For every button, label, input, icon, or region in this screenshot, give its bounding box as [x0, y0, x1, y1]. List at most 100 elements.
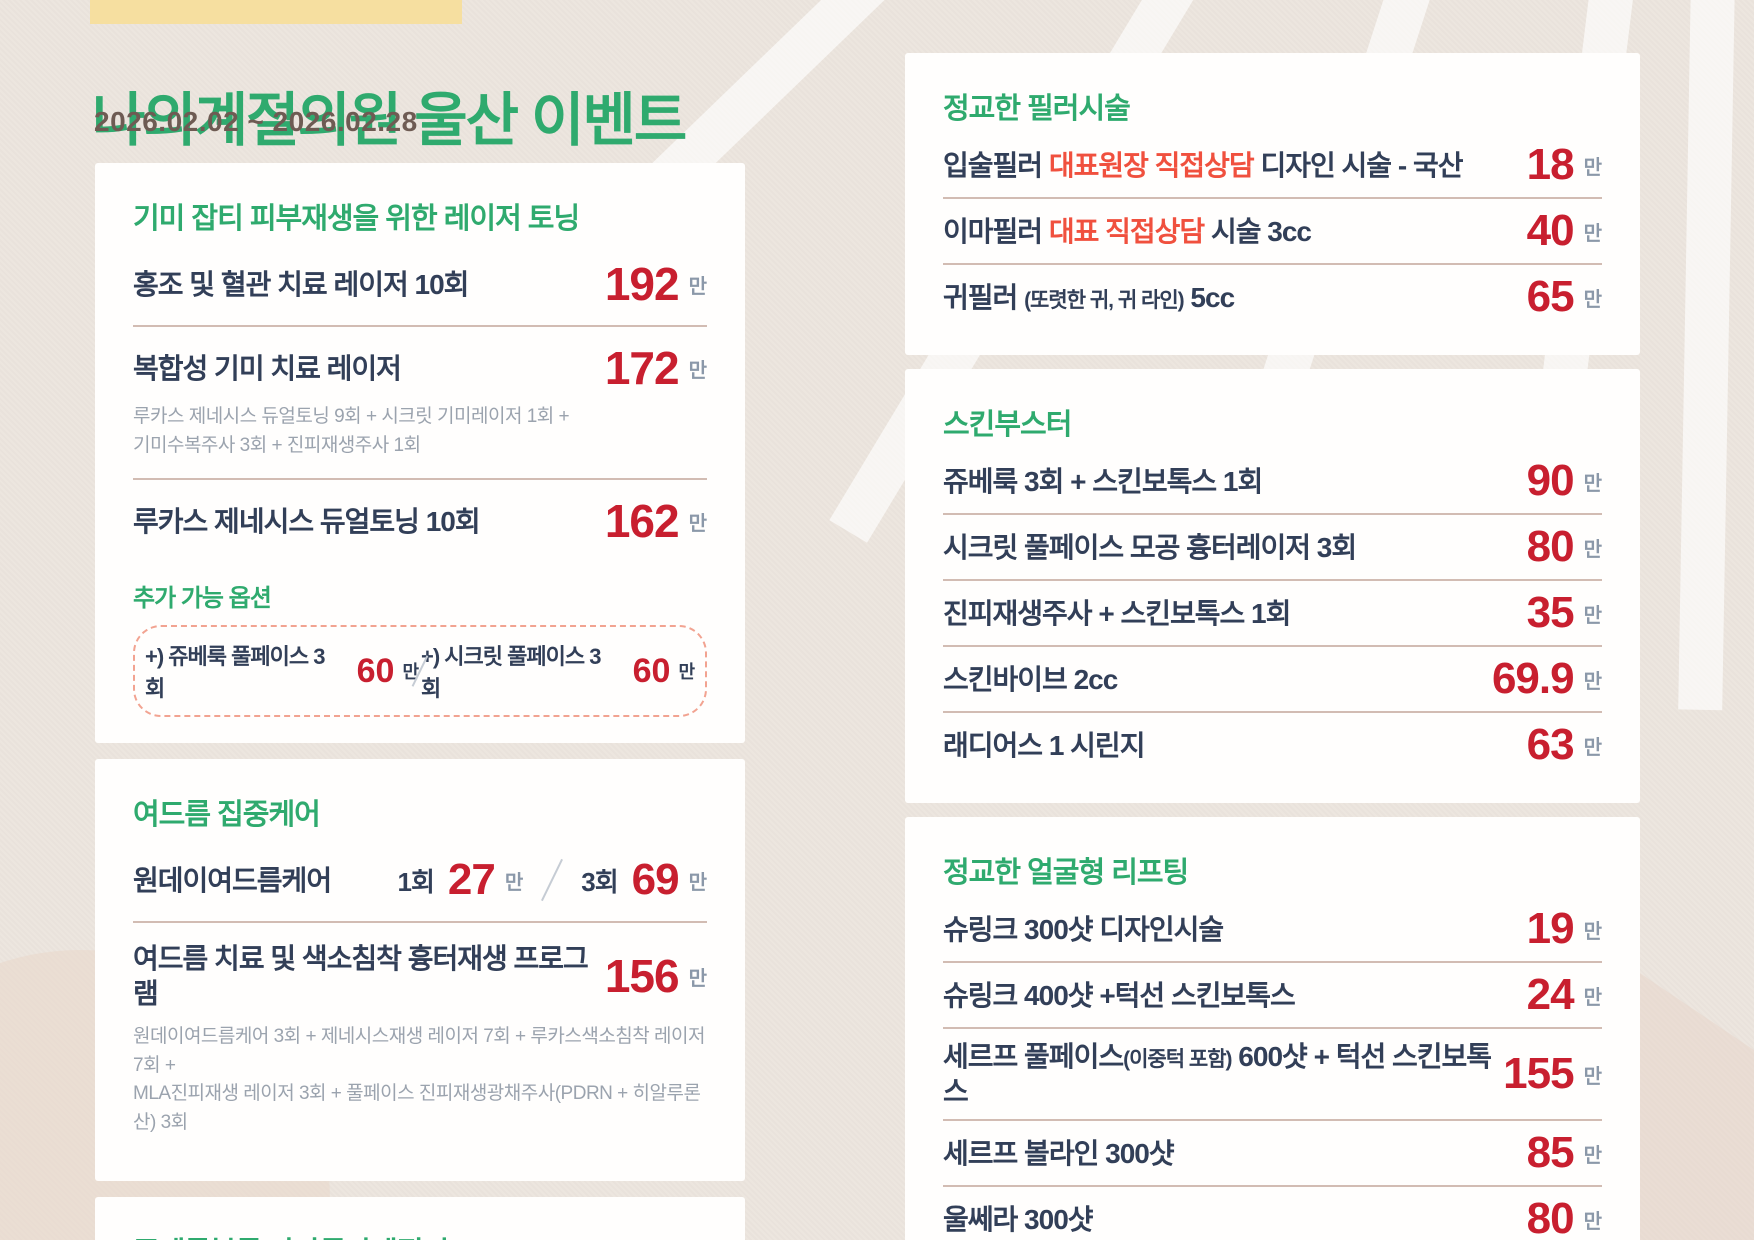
price-value: 69: [631, 855, 680, 904]
name-part: 이마필러: [943, 215, 1049, 247]
treatment-name: 입술필러 대표원장 직접상담 디자인 시술 - 국산: [943, 148, 1527, 183]
name-part: 세르프 풀페이스: [943, 1041, 1124, 1072]
price-list: 입술필러 대표원장 직접상담 디자인 시술 - 국산 18 만 이마필러 대표 …: [943, 133, 1602, 329]
price-row: 스킨바이브 2cc 69.9 만: [943, 647, 1602, 713]
treatment-name: 시크릿 풀페이스 모공 흉터레이저 3회: [943, 531, 1357, 563]
price-value: 65: [1526, 272, 1575, 321]
card-juvelook-filler: 쥬베룩볼륨 자가콜라겐필러 쥬베룩볼륨 풀페이스 12cc 1회 78 만 3회: [95, 1197, 745, 1240]
left-column: 기미 잡티 피부재생을 위한 레이저 토닝 홍조 및 혈관 치료 레이저 10회…: [95, 163, 745, 1240]
treatment-name: 스킨바이브 2cc: [943, 663, 1118, 695]
name-part: 디자인 시술 - 국산: [1253, 149, 1463, 181]
price-row: 슈링크 300샷 디자인시술 19 만: [943, 897, 1602, 963]
treatment-name: 울쎄라 300샷: [943, 1203, 1094, 1235]
price-row: 슈링크 400샷 +턱선 스킨보톡스 24 만: [943, 963, 1602, 1029]
price-row: 홍조 및 혈관 치료 레이저 10회 192 만: [133, 243, 707, 327]
price-unit: 만: [688, 967, 707, 990]
addon-price: 60: [632, 651, 671, 690]
price-list: 슈링크 300샷 디자인시술 19 만 슈링크 400샷 +턱선 스킨보톡스 2…: [943, 897, 1602, 1240]
price-value: 35: [1526, 588, 1575, 637]
treatment-name: 세르프 볼라인 300샷: [943, 1137, 1175, 1169]
session-label: 1회: [397, 866, 435, 897]
treatment-detail: 루카스 제네시스 듀얼토닝 9회 + 시크릿 기미레이저 1회 + 기미수복주사…: [133, 403, 707, 460]
price-value: 27: [447, 855, 496, 904]
price-unit: 만: [1583, 986, 1602, 1009]
price-row: 쥬베룩 3회 + 스킨보톡스 1회 90 만: [943, 449, 1602, 515]
name-part: 시술 3cc: [1204, 215, 1312, 247]
detail-line: MLA진피재생 레이저 3회 + 풀페이스 진피재생광채주사(PDRN + 히알…: [133, 1083, 701, 1133]
addon-name: +) 시크릿 풀페이스 3회: [421, 644, 601, 701]
name-part: 5cc: [1183, 281, 1235, 313]
price-list: 원데이여드름케어 1회 27 만 3회 69 만: [133, 839, 707, 1155]
name-part-note: (이중턱 포함): [1123, 1048, 1232, 1071]
page-title: 나의계절의원 울산 이벤트: [92, 87, 687, 153]
price-value: 69.9: [1491, 654, 1575, 703]
price-row: 루카스 제네시스 듀얼토닝 10회 162 만: [133, 480, 707, 562]
price-row: 래디어스 1 시린지 63 만: [943, 713, 1602, 777]
treatment-name: 쥬베룩 3회 + 스킨보톡스 1회: [943, 465, 1263, 497]
addon-options-label: 추가 가능 옵션: [133, 585, 272, 612]
addon-price: 60: [356, 651, 395, 690]
price-value: 63: [1526, 720, 1575, 769]
price-unit: 만: [1583, 538, 1602, 561]
price-row: 귀필러 (또렷한 귀, 귀 라인) 5cc 65 만: [943, 265, 1602, 329]
price-unit: 만: [688, 359, 707, 382]
treatment-name: 슈링크 300샷 디자인시술: [943, 913, 1224, 945]
detail-line: 원데이여드름케어 3회 + 제네시스재생 레이저 7회 + 루카스색소침착 레이…: [133, 1026, 705, 1076]
price-value: 172: [604, 342, 680, 394]
addon-options-box: +) 쥬베룩 풀페이스 3회 60 만 +) 시크릿 풀페이스 3회 60 만: [133, 625, 707, 717]
card-skin-booster: 스킨부스터 쥬베룩 3회 + 스킨보톡스 1회 90 만 시크릿 풀페이스 모공…: [905, 369, 1640, 803]
price-unit: 만: [1583, 1210, 1602, 1233]
name-part: 600샷 + 턱선 스킨보톡스: [943, 1041, 1492, 1107]
price-value: 18: [1526, 140, 1575, 189]
price-group-triple-session: 3회 69 만: [581, 858, 707, 902]
treatment-name: 세르프 풀페이스(이중턱 포함) 600샷 + 턱선 스킨보톡스: [943, 1039, 1503, 1109]
section-title: 쥬베룩볼륨 자가콜라겐필러: [133, 1229, 707, 1240]
price-group-single-session: 1회 27 만: [398, 858, 524, 902]
price-value: 90: [1526, 456, 1575, 505]
treatment-name: 홍조 및 혈관 치료 레이저 10회: [133, 268, 469, 300]
price-list: 쥬베룩 3회 + 스킨보톡스 1회 90 만 시크릿 풀페이스 모공 흉터레이저…: [943, 449, 1602, 777]
name-part-highlight: 대표원장 직접상담: [1048, 149, 1255, 181]
price-value: 162: [604, 495, 680, 547]
price-row: 원데이여드름케어 1회 27 만 3회 69 만: [133, 839, 707, 923]
slash-divider: [541, 858, 564, 902]
treatment-name: 진피재생주사 + 스킨보톡스 1회: [943, 597, 1291, 629]
name-part-note: (또렷한 귀, 귀 라인): [1024, 288, 1185, 312]
treatment-name: 귀필러 (또렷한 귀, 귀 라인) 5cc: [943, 280, 1527, 315]
price-row: 복합성 기미 치료 레이저 172 만 루카스 제네시스 듀얼토닝 9회 + 시…: [133, 327, 707, 480]
yellow-highlight-bar: [90, 0, 462, 24]
price-row: 이마필러 대표 직접상담 시술 3cc 40 만: [943, 199, 1602, 265]
right-column: 정교한 필러시술 입술필러 대표원장 직접상담 디자인 시술 - 국산 18 만…: [905, 53, 1640, 1240]
price-value: 40: [1526, 206, 1575, 255]
price-unit: 만: [504, 871, 524, 894]
price-unit: 만: [1583, 670, 1602, 693]
section-title: 여드름 집중케어: [133, 799, 321, 831]
treatment-name: 래디어스 1 시린지: [943, 729, 1145, 761]
detail-line: 루카스 제네시스 듀얼토닝 9회 + 시크릿 기미레이저 1회 +: [133, 406, 570, 427]
treatment-name: 복합성 기미 치료 레이저: [133, 352, 402, 384]
price-value: 80: [1526, 522, 1575, 571]
price-unit: 만: [688, 275, 707, 298]
card-acne-care: 여드름 집중케어 원데이여드름케어 1회 27 만 3회 69: [95, 759, 745, 1181]
price-unit: 만: [1583, 288, 1602, 311]
price-unit: 만: [688, 871, 707, 894]
treatment-name: 여드름 치료 및 색소침착 흉터재생 프로그램: [133, 943, 589, 1009]
session-label: 3회: [581, 866, 618, 897]
price-unit: 만: [1583, 156, 1602, 179]
price-row: 세르프 풀페이스(이중턱 포함) 600샷 + 턱선 스킨보톡스 155 만: [943, 1029, 1602, 1121]
price-unit: 만: [1583, 1144, 1602, 1167]
price-unit: 만: [1583, 604, 1602, 627]
treatment-name: 슈링크 400샷 +턱선 스킨보톡스: [943, 979, 1296, 1011]
price-row: 여드름 치료 및 색소침착 흉터재생 프로그램 156 만 원데이여드름케어 3…: [133, 923, 707, 1155]
addon-option: +) 시크릿 풀페이스 3회 60 만: [421, 639, 695, 703]
price-value: 24: [1526, 970, 1575, 1019]
price-value: 155: [1503, 1049, 1574, 1098]
name-part: 귀필러: [943, 281, 1025, 313]
price-unit: 만: [1583, 1065, 1602, 1088]
burst-line-decoration: [1678, 0, 1744, 711]
price-row: 진피재생주사 + 스킨보톡스 1회 35 만: [943, 581, 1602, 647]
price-list: 홍조 및 혈관 치료 레이저 10회 192 만 복합성 기미 치료 레이저 1…: [133, 243, 707, 562]
event-date-range: 2026.02.02 ~ 2026.02.28: [94, 106, 418, 137]
section-title: 정교한 얼굴형 리프팅: [943, 857, 1189, 889]
name-part-highlight: 대표 직접상담: [1048, 215, 1205, 247]
